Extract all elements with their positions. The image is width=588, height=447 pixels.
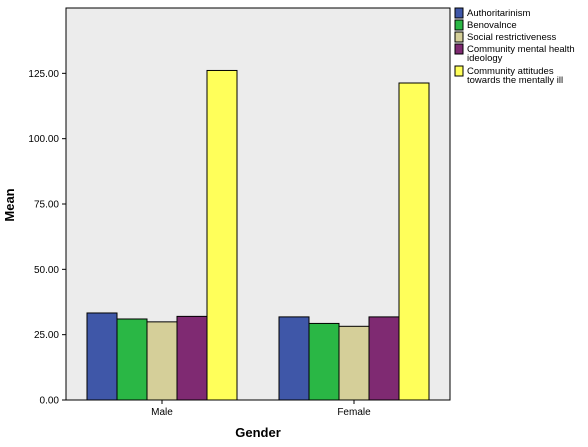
legend-label: Community mental health ideology: [467, 44, 575, 64]
bar-male-4: [176, 315, 208, 401]
legend-swatch: [454, 31, 464, 43]
legend-swatch: [454, 19, 464, 31]
y-tick-label: 0.00: [40, 396, 60, 407]
y-tick-label: 75.00: [34, 200, 59, 211]
y-tick-label: 100.00: [28, 134, 59, 145]
bar-male-2: [116, 318, 148, 401]
y-tick-label: 50.00: [34, 265, 59, 276]
bar-female-5: [398, 82, 430, 401]
bar-female-3: [338, 325, 370, 401]
x-axis-title: Gender: [235, 425, 281, 440]
legend-label: Benovalnce: [467, 20, 517, 31]
legend-swatch: [454, 43, 464, 55]
legend-label: Community attitudes towards the mentally …: [467, 66, 563, 86]
bar-male-3: [146, 321, 178, 401]
y-tick-label: 125.00: [28, 69, 59, 80]
legend-swatch: [454, 7, 464, 19]
legend-label: Authoritarinism: [467, 8, 530, 19]
bar-male-5: [206, 69, 238, 401]
bars-group: [86, 69, 430, 401]
x-axis: Male Female: [151, 400, 371, 418]
bar-female-1: [278, 316, 310, 401]
x-tick-label: Male: [151, 407, 173, 418]
y-axis-title: Mean: [2, 188, 17, 221]
bar-female-4: [368, 316, 400, 401]
y-axis: 0.00 25.00 50.00 75.00 100.00 125.00: [28, 69, 66, 407]
x-tick-label: Female: [337, 407, 371, 418]
bar-female-2: [308, 322, 340, 401]
legend-label: Social restrictiveness: [467, 32, 556, 43]
legend-swatch: [454, 65, 464, 77]
y-tick-label: 25.00: [34, 330, 59, 341]
bar-male-1: [86, 312, 118, 401]
